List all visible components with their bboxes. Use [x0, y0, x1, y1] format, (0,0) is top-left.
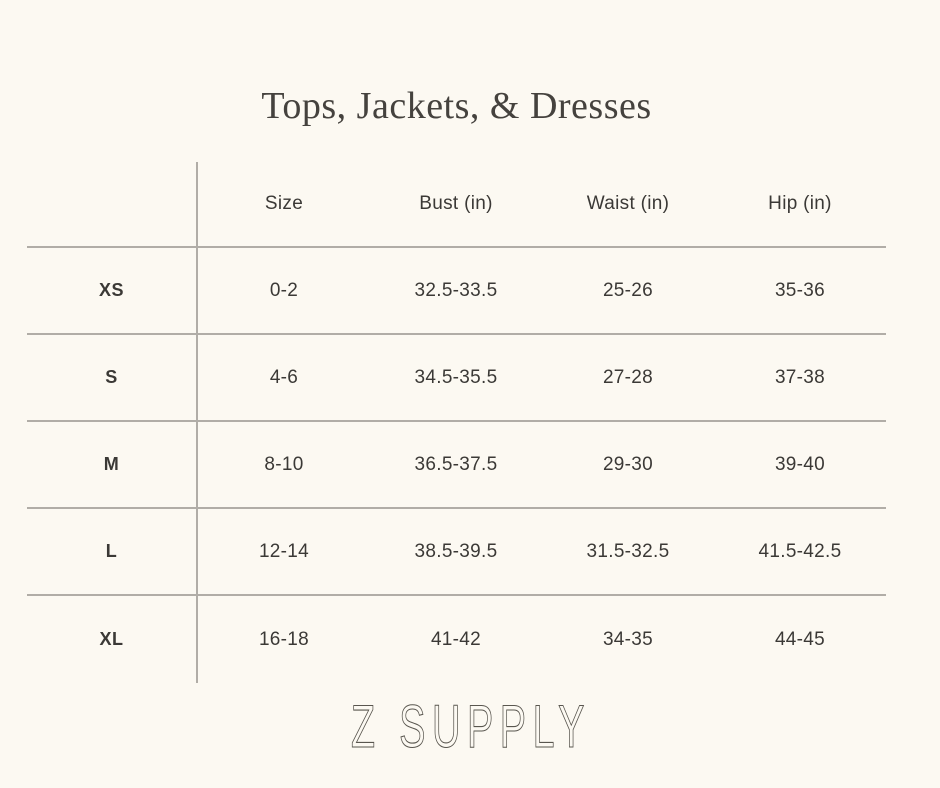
cell-s-size: 4-6 [198, 335, 370, 422]
cell-s-hip: 37-38 [714, 335, 886, 422]
column-header-bust: Bust (in) [370, 162, 542, 248]
row-label-xl: XL [27, 596, 198, 683]
cell-m-size: 8-10 [198, 422, 370, 509]
cell-l-bust: 38.5-39.5 [370, 509, 542, 596]
cell-s-bust: 34.5-35.5 [370, 335, 542, 422]
row-label-s: S [27, 335, 198, 422]
column-header-waist: Waist (in) [542, 162, 714, 248]
cell-xl-hip: 44-45 [774, 628, 826, 650]
corner-cell [27, 162, 198, 248]
cell-m-hip: 39-40 [714, 422, 886, 509]
cell-xs-size: 0-2 [198, 248, 370, 335]
z-supply-logo: Z SUPPLY [350, 698, 591, 756]
cell-xl-waist: 34-35 [602, 628, 654, 650]
cell-xl-bust: 41-42 [430, 628, 482, 650]
row-label-l: L [27, 509, 198, 596]
size-chart-table: Size Bust (in) Waist (in) Hip (in) XS 0-… [27, 162, 886, 683]
cell-m-bust: 36.5-37.5 [370, 422, 542, 509]
cell-s-waist: 27-28 [542, 335, 714, 422]
cell-xs-hip: 35-36 [714, 248, 886, 335]
cell-l-hip: 41.5-42.5 [714, 509, 886, 596]
cell-xs-bust: 32.5-33.5 [370, 248, 542, 335]
column-header-hip: Hip (in) [714, 162, 886, 248]
row-label-xs: XS [27, 248, 198, 335]
row-label-m: M [27, 422, 198, 509]
cell-m-waist: 29-30 [542, 422, 714, 509]
column-header-size: Size [198, 162, 370, 248]
cell-l-size: 12-14 [198, 509, 370, 596]
cell-xl-size: 16-18 [258, 628, 310, 650]
cell-l-waist: 31.5-32.5 [542, 509, 714, 596]
page-title: Tops, Jackets, & Dresses [261, 85, 652, 127]
cell-xs-waist: 25-26 [542, 248, 714, 335]
brand-logo-text: Z SUPPLY [351, 698, 591, 756]
